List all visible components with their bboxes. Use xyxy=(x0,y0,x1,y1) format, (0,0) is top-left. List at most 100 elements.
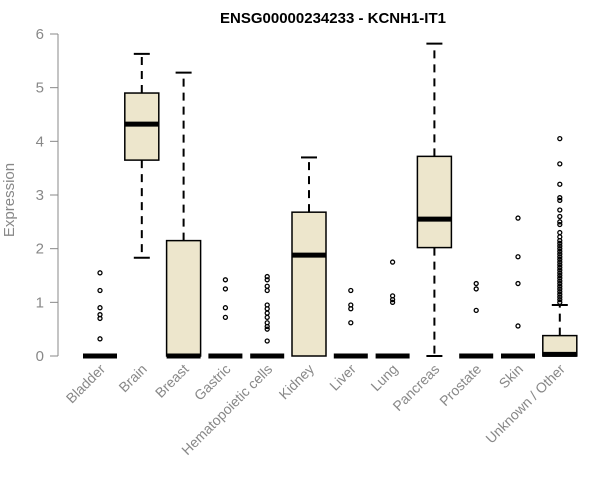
outlier-point xyxy=(97,315,103,322)
outlier-point xyxy=(557,197,563,204)
outlier-point xyxy=(557,237,563,244)
outlier-point xyxy=(515,323,521,329)
outlier-point xyxy=(557,286,563,292)
outlier-point xyxy=(264,287,270,294)
outlier-point xyxy=(557,213,563,220)
box-group xyxy=(83,270,117,359)
outlier-point xyxy=(557,246,563,252)
outlier-point xyxy=(557,294,563,300)
y-tick-label: 3 xyxy=(36,187,44,204)
box-group xyxy=(375,259,410,359)
outlier-point xyxy=(557,248,563,255)
outlier-point xyxy=(264,283,270,289)
outlier-point xyxy=(515,215,521,221)
outlier-point xyxy=(264,338,270,344)
outlier-point xyxy=(557,299,563,305)
y-tick-label: 2 xyxy=(36,241,44,258)
y-axis-label: Expression xyxy=(1,163,18,237)
outlier-point xyxy=(97,305,103,311)
x-tick-label: Kidney xyxy=(276,361,318,403)
box-group xyxy=(208,277,243,359)
box-iqr xyxy=(291,211,327,357)
box-group xyxy=(124,52,160,259)
outlier-point xyxy=(557,291,563,297)
x-tick-label: Brain xyxy=(115,361,149,395)
outlier-point xyxy=(264,310,270,316)
outlier-point xyxy=(557,296,563,303)
y-tick-label: 1 xyxy=(36,294,44,311)
outlier-point xyxy=(473,286,479,292)
y-axis-ticks: 0 1 2 3 4 5 6 xyxy=(36,26,58,365)
outlier-point xyxy=(557,283,563,289)
box-group xyxy=(416,42,453,357)
outlier-point xyxy=(557,264,563,271)
outlier-point xyxy=(515,280,521,287)
outlier-point xyxy=(557,256,563,263)
y-tick-label: 5 xyxy=(36,80,44,97)
x-tick-label: Liver xyxy=(326,361,359,394)
outlier-point xyxy=(264,277,270,283)
outlier-point xyxy=(557,288,563,295)
outlier-point xyxy=(557,278,563,284)
outlier-point xyxy=(473,280,479,287)
y-tick-label: 0 xyxy=(36,348,44,365)
outlier-point xyxy=(557,243,563,249)
box-group xyxy=(333,287,368,359)
outlier-point xyxy=(264,273,270,280)
outlier-point xyxy=(222,314,229,321)
y-tick-label: 4 xyxy=(36,133,44,150)
box-iqr xyxy=(165,239,202,357)
chart-title: ENSG00000234233 - KCNH1-IT1 xyxy=(220,10,446,27)
outlier-point xyxy=(557,181,563,187)
box-iqr xyxy=(416,155,453,249)
x-tick-label: Breast xyxy=(152,361,192,401)
box-group xyxy=(291,156,327,357)
outlier-point xyxy=(557,267,563,273)
x-tick-label: Bladder xyxy=(63,361,109,407)
outlier-point xyxy=(557,161,563,167)
outlier-point xyxy=(473,307,479,314)
outlier-point xyxy=(264,306,270,312)
outlier-point xyxy=(264,323,270,330)
outlier-point xyxy=(557,221,563,228)
outlier-point xyxy=(557,280,563,287)
outlier-point xyxy=(557,207,563,213)
outlier-point xyxy=(348,306,354,312)
outlier-point xyxy=(557,251,563,257)
outlier-point xyxy=(348,287,354,294)
outlier-point xyxy=(348,320,354,326)
box-group xyxy=(250,273,285,359)
outlier-point xyxy=(557,262,563,268)
outlier-point xyxy=(264,326,270,332)
outlier-point xyxy=(222,286,229,292)
outlier-point xyxy=(264,314,270,321)
outlier-point xyxy=(389,296,396,303)
outlier-point xyxy=(557,195,563,201)
x-tick-label: Prostate xyxy=(436,361,484,409)
x-tick-label: Skin xyxy=(496,361,527,392)
box-group xyxy=(501,215,535,359)
outlier-point xyxy=(97,336,103,342)
x-tick-label: Lung xyxy=(367,361,400,394)
outlier-point xyxy=(97,270,103,276)
outlier-point xyxy=(557,240,563,246)
outlier-point xyxy=(557,275,563,281)
box-group xyxy=(459,280,494,359)
box-group xyxy=(542,135,578,357)
outlier-point xyxy=(557,270,563,276)
outlier-point xyxy=(515,254,521,260)
boxes xyxy=(83,42,578,359)
box-group xyxy=(165,71,202,359)
outlier-point xyxy=(389,299,396,305)
outlier-point xyxy=(557,254,563,260)
outlier-point xyxy=(557,259,563,265)
outlier-point xyxy=(97,287,103,294)
y-tick-label: 6 xyxy=(36,26,44,43)
outlier-point xyxy=(557,229,563,236)
outlier-point xyxy=(222,277,229,283)
outlier-point xyxy=(389,259,396,265)
outlier-point xyxy=(222,305,229,311)
x-tick-label: Unknown / Other xyxy=(482,361,568,447)
